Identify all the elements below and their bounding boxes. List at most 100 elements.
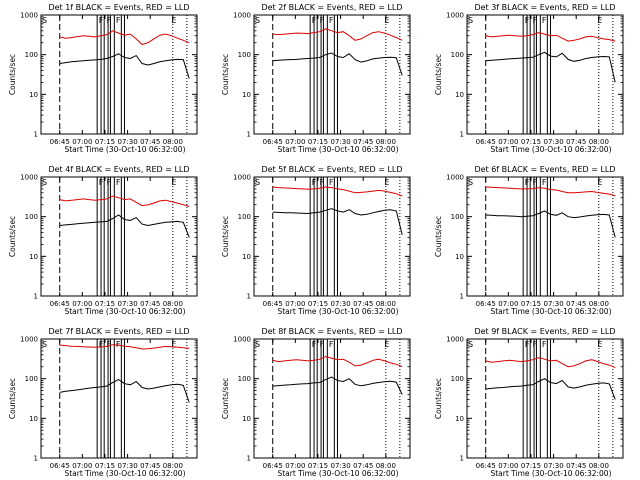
chart-panel-7: Det 7f BLACK = Events, RED = LLD 1 10 100 10… (8, 327, 198, 478)
y-tick-label: 100 (25, 375, 38, 383)
flare-marker-label: F (320, 16, 325, 25)
flare-marker-label: F (320, 340, 325, 349)
y-tick-label: 1000 (233, 174, 251, 182)
flare-marker-label: F (116, 178, 121, 187)
y-tick-label: 1000 (20, 336, 38, 344)
x-axis-label: Start Time (30-Oct-10 06:32:00) (490, 145, 611, 154)
x-tick-label: 06:45 (50, 300, 70, 308)
chart-title: Det 3f BLACK = Events, RED = LLD (474, 3, 615, 12)
x-tick-label: 07:00 (498, 462, 518, 470)
y-tick-label: 1 (460, 455, 464, 463)
x-axis-label: Start Time (30-Oct-10 06:32:00) (64, 145, 185, 154)
series-line-events (485, 378, 616, 400)
plot-frame (466, 14, 624, 135)
x-tick-label: 07:30 (543, 300, 563, 308)
y-tick-label: 100 (25, 213, 38, 221)
x-tick-label: 07:00 (72, 462, 92, 470)
x-tick-label: 07:00 (498, 138, 518, 146)
series-line-lld (59, 195, 190, 207)
y-tick-label: 10 (455, 253, 464, 261)
y-tick-label: 10 (242, 415, 251, 423)
x-tick-label: 08:00 (589, 138, 609, 146)
start-marker-label: S (255, 178, 260, 187)
y-axis-label: Counts/sec (8, 216, 17, 257)
y-tick-label: 1 (247, 293, 251, 301)
x-tick-label: 06:45 (476, 138, 496, 146)
chart-title: Det 4f BLACK = Events, RED = LLD (48, 165, 189, 174)
x-tick-label: 07:45 (353, 462, 373, 470)
end-marker-label: E (384, 178, 389, 187)
chart-title: Det 5f BLACK = Events, RED = LLD (261, 165, 402, 174)
chart-panel-5: Det 5f BLACK = Events, RED = LLD 1 10 100 10… (221, 165, 411, 316)
x-tick-label: 08:00 (376, 300, 396, 308)
x-tick-label: 07:30 (330, 462, 350, 470)
chart-panel-4: Det 4f BLACK = Events, RED = LLD 1 10 100 10… (8, 165, 198, 316)
y-tick-label: 10 (242, 91, 251, 99)
x-tick-label: 07:00 (285, 462, 305, 470)
y-axis-label: Counts/sec (221, 216, 230, 257)
series-line-lld (485, 32, 616, 42)
y-tick-label: 10 (29, 415, 38, 423)
flare-marker-label: F (312, 16, 317, 25)
y-axis-label: Counts/sec (8, 378, 17, 419)
series-line-lld (272, 186, 403, 197)
y-axis-label: Counts/sec (221, 378, 230, 419)
x-tick-label: 07:30 (543, 462, 563, 470)
x-tick-label: 07:45 (140, 138, 160, 146)
y-tick-label: 10 (242, 253, 251, 261)
y-tick-label: 100 (451, 375, 464, 383)
plot-frame (40, 176, 198, 297)
flare-marker-label: F (99, 340, 104, 349)
y-tick-label: 1000 (233, 336, 251, 344)
chart-panel-3: Det 3f BLACK = Events, RED = LLD 1 10 100 10… (434, 3, 624, 154)
flare-marker-label: F (525, 178, 530, 187)
y-tick-label: 1 (247, 455, 251, 463)
chart-panel-1: Det 1f BLACK = Events, RED = LLD 1 10 100 10… (8, 3, 198, 154)
y-tick-label: 100 (238, 51, 251, 59)
x-tick-label: 07:15 (308, 300, 328, 308)
y-tick-label: 1000 (233, 12, 251, 20)
x-tick-label: 07:30 (330, 300, 350, 308)
flare-marker-label: F (320, 178, 325, 187)
x-tick-label: 06:45 (476, 462, 496, 470)
flare-marker-label: F (542, 16, 547, 25)
flare-marker-label: F (533, 16, 538, 25)
y-tick-label: 100 (238, 213, 251, 221)
flare-marker-label: F (542, 178, 547, 187)
start-marker-label: S (255, 340, 260, 349)
flare-marker-label: F (329, 340, 334, 349)
x-tick-label: 08:00 (163, 138, 183, 146)
plot-frame (40, 14, 198, 135)
y-tick-label: 100 (451, 213, 464, 221)
x-tick-label: 07:00 (498, 300, 518, 308)
end-marker-label: E (597, 16, 602, 25)
flare-marker-label: F (329, 178, 334, 187)
x-tick-label: 08:00 (163, 300, 183, 308)
x-tick-label: 07:15 (521, 300, 541, 308)
start-marker-label: S (468, 178, 473, 187)
flare-marker-label: F (116, 340, 121, 349)
y-tick-label: 1 (34, 131, 38, 139)
plot-frame (40, 338, 198, 459)
series-line-lld (485, 186, 616, 197)
series-line-events (272, 208, 403, 235)
flare-marker-label: F (99, 178, 104, 187)
x-tick-label: 07:45 (566, 138, 586, 146)
x-tick-label: 08:00 (163, 462, 183, 470)
x-tick-label: 08:00 (376, 138, 396, 146)
flare-marker-label: F (525, 340, 530, 349)
x-axis-label: Start Time (30-Oct-10 06:32:00) (64, 307, 185, 316)
flare-marker-label: F (312, 340, 317, 349)
plot-frame (466, 176, 624, 297)
x-tick-label: 07:15 (521, 462, 541, 470)
chart-panel-2: Det 2f BLACK = Events, RED = LLD 1 10 100 10… (221, 3, 411, 154)
x-tick-label: 07:30 (543, 138, 563, 146)
series-line-events (485, 51, 616, 83)
y-tick-label: 100 (25, 51, 38, 59)
series-line-lld (485, 357, 616, 369)
x-axis-label: Start Time (30-Oct-10 06:32:00) (490, 307, 611, 316)
x-tick-label: 07:45 (566, 462, 586, 470)
plot-frame (253, 14, 411, 135)
x-tick-label: 08:00 (589, 300, 609, 308)
y-tick-label: 10 (455, 91, 464, 99)
